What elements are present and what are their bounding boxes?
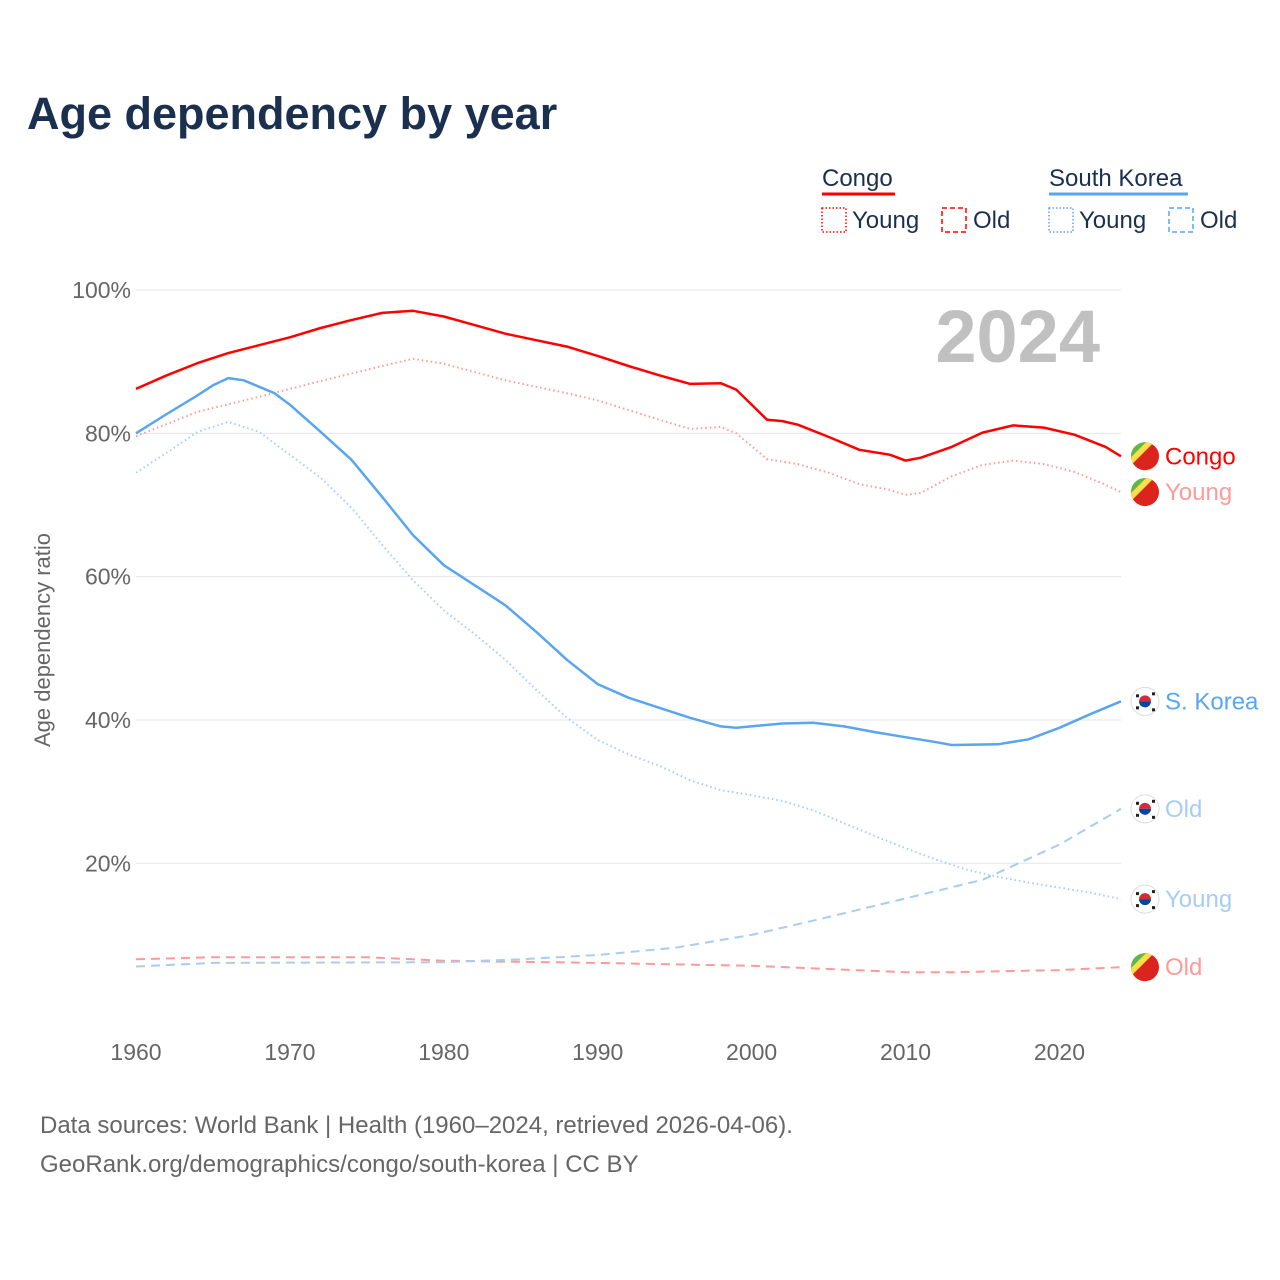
flag-blue [1139,808,1151,815]
end-label: Young [1165,479,1232,506]
x-tick-label: 2000 [726,1039,777,1065]
x-tick-label: 1980 [418,1039,469,1065]
korea-flag-icon [1130,794,1160,824]
chart-title: Age dependency by year [27,88,558,139]
legend-young-swatch [1048,207,1074,233]
flag-trigram [1136,904,1139,908]
y-tick-label: 20% [85,850,131,876]
series-line-congo-total [135,309,1122,462]
footer-sources: Data sources: World Bank | Health (1960–… [40,1112,793,1139]
end-label: Congo [1165,443,1236,470]
footer-link[interactable]: GeoRank.org/demographics/congo/south-kor… [40,1151,639,1178]
end-marker-korea [1130,794,1160,824]
end-label: Old [1165,954,1202,981]
series-line-south-korea-total [135,376,1122,747]
flag-trigram [1136,706,1139,710]
flag-trigram [1136,801,1139,805]
x-tick-label: 1970 [264,1039,315,1065]
legend-old-label: Old [1200,207,1237,234]
legend-young-label: Young [852,207,919,234]
series-line-south-korea-old [135,807,1122,968]
flag-red [1139,802,1151,809]
end-label: Old [1165,796,1202,823]
flag-trigram [1152,692,1155,696]
y-axis-label: Age dependency ratio [30,533,55,747]
end-marker-congo [1131,478,1159,507]
flag-blue [1139,701,1151,708]
year-watermark: 2024 [935,295,1100,378]
legend-old-label: Old [973,207,1010,234]
congo-flag-icon [1131,442,1159,471]
legend-group-title: South Korea [1049,165,1183,192]
korea-flag-icon [1130,686,1160,716]
flag-trigram [1152,708,1155,712]
footer: Data sources: World Bank | Health (1960–… [40,1106,793,1184]
flag-trigram [1136,813,1139,817]
flag-trigram [1152,890,1155,894]
end-marker-congo [1131,953,1159,982]
flag-red [1139,695,1151,702]
flag-trigram [1152,815,1155,819]
congo-flag-icon [1131,953,1159,982]
end-marker-korea [1130,884,1160,914]
korea-flag-icon [1130,884,1160,914]
series-line-congo-young [135,357,1122,496]
end-marker-congo [1131,442,1159,471]
x-tick-label: 1960 [110,1039,161,1065]
y-tick-label: 80% [85,420,131,446]
y-tick-label: 100% [72,277,131,303]
x-tick-label: 2020 [1034,1039,1085,1065]
y-tick-label: 40% [85,707,131,733]
end-label: Young [1165,886,1232,913]
flag-trigram [1152,799,1155,803]
legend-old-swatch [941,207,967,233]
series-line-south-korea-young [135,420,1122,901]
end-label: S. Korea [1165,688,1259,715]
flag-trigram [1136,892,1139,896]
series-line-congo-old [135,956,1122,974]
legend-young-swatch [821,207,847,233]
flag-red [1139,893,1151,900]
legend-old-swatch [1168,207,1194,233]
congo-flag-icon [1131,478,1159,507]
flag-blue [1139,899,1151,906]
y-tick-label: 60% [85,564,131,590]
x-tick-label: 1990 [572,1039,623,1065]
x-tick-label: 2010 [880,1039,931,1065]
flag-trigram [1152,906,1155,910]
legend-young-label: Young [1079,207,1146,234]
end-marker-korea [1130,686,1160,716]
legend-group-title: Congo [822,165,893,192]
flag-trigram [1136,694,1139,698]
